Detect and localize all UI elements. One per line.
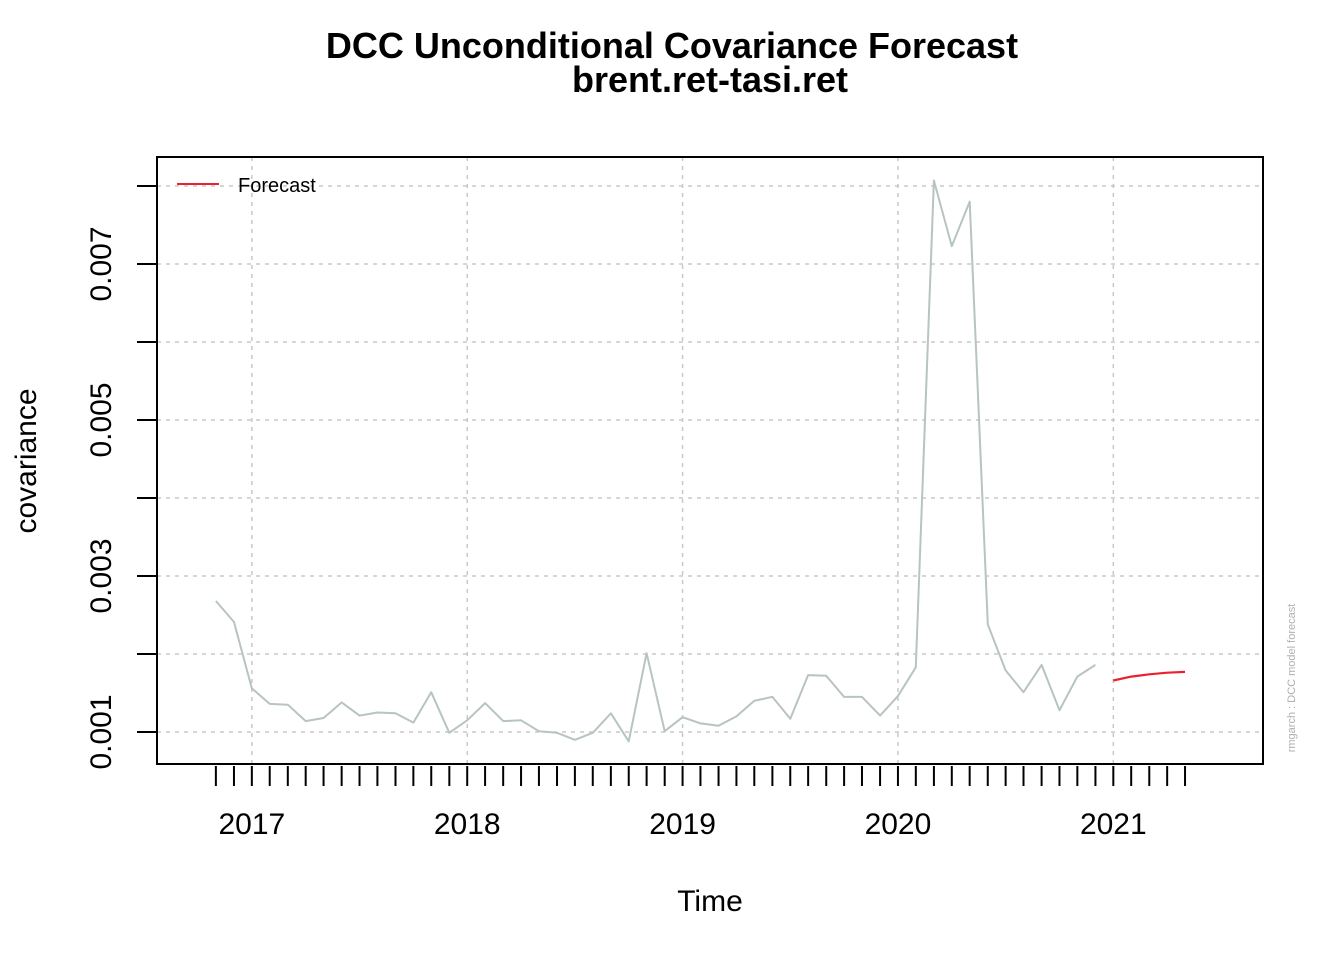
y-tick-label: 0.007 [85, 226, 118, 301]
x-tick-label: 2021 [1080, 808, 1147, 841]
chart-title: DCC Unconditional Covariance Forecast [326, 25, 1018, 66]
side-note: rmgarch : DCC model forecast [1286, 604, 1298, 753]
y-axis-label: covariance [10, 388, 43, 533]
plot-frame [156, 156, 1264, 765]
y-axis: 0.001 0.003 0.005 0.007 [85, 185, 157, 770]
legend: Forecast [177, 175, 316, 197]
x-axis-label: Time [677, 885, 743, 918]
x-tick-label: 2020 [865, 808, 932, 841]
x-axis: 2017 2018 2019 2020 2021 [214, 766, 1187, 841]
x-tick-label: 2019 [649, 808, 716, 841]
grid [157, 157, 1263, 764]
history-line [215, 179, 1096, 743]
history-series [215, 179, 1096, 743]
x-tick-label: 2018 [434, 808, 501, 841]
y-tick-label: 0.001 [85, 694, 118, 769]
forecast-line [1113, 670, 1186, 682]
forecast-series [1113, 670, 1186, 682]
legend-label-forecast: Forecast [238, 175, 316, 197]
chart-subtitle: brent.ret-tasi.ret [572, 59, 848, 100]
y-tick-label: 0.003 [85, 538, 118, 613]
y-tick-label: 0.005 [85, 382, 118, 457]
x-tick-label: 2017 [218, 808, 285, 841]
